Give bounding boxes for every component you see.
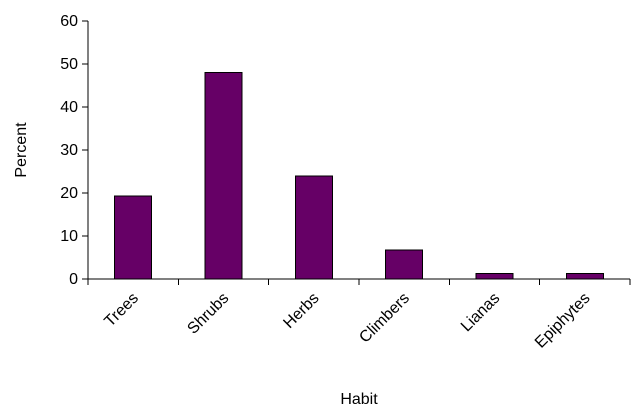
x-tick-label-climbers: Climbers xyxy=(356,290,413,347)
y-axis-title: Percent xyxy=(13,122,30,178)
bar-trees xyxy=(114,195,153,280)
x-labels-layer: Trees Shrubs Herbs Climbers Lianas Epiphytes xyxy=(102,290,594,352)
bar-herbs xyxy=(294,175,333,280)
y-tick-label: 60 xyxy=(60,13,78,30)
bar-epiphytes xyxy=(565,272,604,280)
bar-climbers xyxy=(385,249,424,280)
x-tick-label-lianas: Lianas xyxy=(458,290,503,335)
y-tick-label: 50 xyxy=(60,56,78,73)
x-tick-label-herbs: Herbs xyxy=(280,290,322,332)
x-tick-label-epiphytes: Epiphytes xyxy=(532,290,594,352)
x-tick-label-shrubs: Shrubs xyxy=(184,290,232,338)
bars-layer xyxy=(114,72,604,280)
y-tick-label: 30 xyxy=(60,142,78,159)
y-tick-label: 40 xyxy=(60,99,78,116)
axes-layer xyxy=(87,21,631,285)
bar-lianas xyxy=(475,272,514,280)
y-tick-label: 20 xyxy=(60,185,78,202)
x-axis-title: Habit xyxy=(340,391,378,408)
y-ticks-layer: 0 10 20 30 40 50 60 xyxy=(60,13,88,288)
y-tick-label: 10 xyxy=(60,228,78,245)
x-tick-label-trees: Trees xyxy=(102,290,143,331)
bar-shrubs xyxy=(204,72,243,280)
y-tick-label: 0 xyxy=(69,271,78,288)
